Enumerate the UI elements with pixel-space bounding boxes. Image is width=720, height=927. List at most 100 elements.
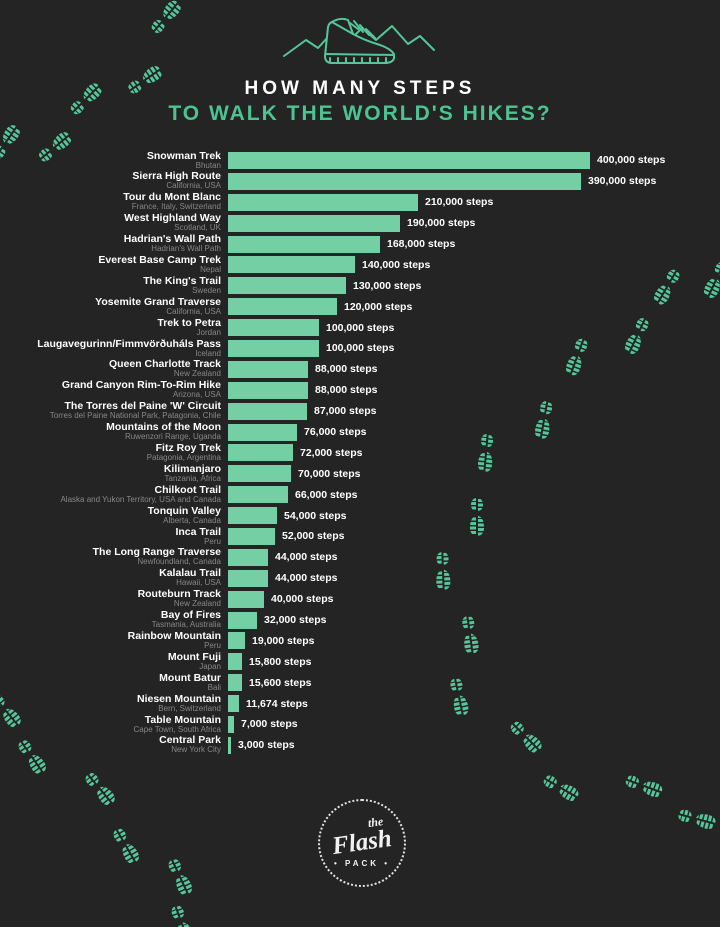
- hike-name: Grand Canyon Rim-To-Rim Hike: [61, 379, 221, 392]
- steps-bar: [228, 611, 257, 629]
- hike-label-column: Queen Charlotte Track New Zealand: [0, 359, 228, 379]
- hike-name: Yosemite Grand Traverse: [95, 295, 221, 308]
- hike-location: Hawaii, USA: [176, 578, 221, 588]
- table-row: Chilkoot Trail Alaska and Yukon Territor…: [0, 484, 720, 505]
- hike-name: Kalalau Trail: [159, 567, 221, 580]
- hike-name: Mount Fuji: [167, 650, 221, 663]
- hike-label-column: The Torres del Paine 'W' Circuit Torres …: [0, 401, 228, 421]
- steps-value-label: 120,000 steps: [344, 300, 413, 313]
- hike-location: California, USA: [166, 181, 221, 191]
- hike-location: New Zealand: [173, 369, 221, 379]
- hike-name: Tour du Mont Blanc: [123, 191, 221, 204]
- hike-name: Snowman Trek: [146, 149, 221, 162]
- hike-label-column: Mount Batur Bali: [0, 671, 228, 693]
- hike-location: Jordan: [196, 327, 221, 337]
- steps-value-label: 76,000 steps: [304, 426, 367, 439]
- table-row: The King's Trail Sweden 130,000 steps: [0, 275, 720, 296]
- steps-value-label: 100,000 steps: [326, 342, 395, 355]
- steps-value-label: 87,000 steps: [314, 405, 377, 418]
- hike-name: Hadrian's Wall Path: [123, 233, 221, 246]
- hike-location: Tasmania, Australia: [151, 620, 221, 630]
- steps-bar: [228, 590, 264, 608]
- logo-word-flash: Flash: [330, 824, 394, 861]
- steps-value-label: 44,000 steps: [275, 572, 338, 585]
- table-row: The Torres del Paine 'W' Circuit Torres …: [0, 401, 720, 422]
- steps-value-label: 70,000 steps: [298, 467, 361, 480]
- hike-location: Sweden: [192, 285, 221, 295]
- steps-bar: [228, 674, 242, 692]
- steps-bar: [228, 172, 581, 190]
- steps-value-label: 11,674 steps: [246, 697, 308, 710]
- hike-location: New York City: [171, 745, 221, 755]
- hike-name: Inca Trail: [175, 525, 221, 538]
- steps-bar: [228, 402, 307, 420]
- steps-value-label: 15,600 steps: [249, 676, 312, 689]
- hike-name: Rainbow Mountain: [127, 630, 221, 643]
- hike-label-column: Kalalau Trail Hawaii, USA: [0, 568, 228, 588]
- hike-name: Queen Charlotte Track: [108, 358, 221, 371]
- steps-value-label: 168,000 steps: [387, 238, 456, 250]
- hike-location: Nepal: [200, 265, 221, 274]
- steps-bar: [228, 339, 319, 357]
- hike-name: The Long Range Traverse: [92, 546, 221, 559]
- hike-label-column: Kilimanjaro Tanzania, Africa: [0, 463, 228, 484]
- steps-value-label: 40,000 steps: [271, 593, 334, 606]
- hike-label-column: Grand Canyon Rim-To-Rim Hike Arizona, US…: [0, 380, 228, 400]
- hike-label-column: Fitz Roy Trek Patagonia, Argentina: [0, 442, 228, 463]
- table-row: Tour du Mont Blanc France, Italy, Switze…: [0, 192, 720, 213]
- steps-bar: [228, 256, 355, 274]
- hike-name: Mount Batur: [159, 671, 221, 684]
- steps-bar: [228, 298, 337, 316]
- hike-label-column: Trek to Petra Jordan: [0, 316, 228, 338]
- steps-value-label: 190,000 steps: [407, 217, 476, 230]
- flash-pack-logo: the Flash • PACK •: [318, 799, 406, 887]
- table-row: The Long Range Traverse Newfoundland, Ca…: [0, 547, 720, 568]
- table-row: Trek to Petra Jordan 100,000 steps: [0, 317, 720, 338]
- table-row: Bay of Fires Tasmania, Australia 32,000 …: [0, 610, 720, 631]
- table-row: Kalalau Trail Hawaii, USA 44,000 steps: [0, 568, 720, 589]
- hike-name: Tonquin Valley: [147, 504, 221, 517]
- hike-name: Everest Base Camp Trek: [98, 253, 221, 266]
- hike-location: Arizona, USA: [172, 390, 221, 400]
- hike-location: Peru: [204, 536, 221, 546]
- steps-value-label: 390,000 steps: [588, 175, 657, 188]
- hike-label-column: Hadrian's Wall Path Hadrian's Wall Path: [0, 234, 228, 254]
- steps-bar: [228, 632, 245, 650]
- hike-label-column: The Long Range Traverse Newfoundland, Ca…: [0, 547, 228, 567]
- hike-label-column: Table Mountain Cape Town, South Africa: [0, 713, 228, 735]
- hike-name: West Highland Way: [124, 212, 221, 225]
- steps-bar: [228, 569, 268, 587]
- table-row: Mount Fuji Japan 15,800 steps: [0, 651, 720, 672]
- steps-value-label: 54,000 steps: [284, 509, 347, 522]
- steps-value-label: 19,000 steps: [252, 634, 315, 647]
- page-title: HOW MANY STEPS: [244, 78, 476, 99]
- hike-location: Peru: [204, 641, 221, 651]
- steps-value-label: 15,800 steps: [249, 655, 312, 668]
- steps-bar: [228, 444, 293, 462]
- hike-label-column: Tour du Mont Blanc France, Italy, Switze…: [0, 192, 228, 212]
- hike-label-column: Laugavegurinn/Fimmvörðuháls Pass Iceland: [0, 337, 228, 359]
- table-row: Table Mountain Cape Town, South Africa 7…: [0, 714, 720, 735]
- table-row: Kilimanjaro Tanzania, Africa 70,000 step…: [0, 463, 720, 484]
- steps-bar: [228, 214, 400, 232]
- steps-bar: [228, 193, 418, 211]
- hike-location: Bern, Switzerland: [158, 703, 221, 713]
- table-row: Everest Base Camp Trek Nepal 140,000 ste…: [0, 254, 720, 275]
- steps-value-label: 72,000 steps: [300, 446, 363, 459]
- hike-name: Trek to Petra: [157, 316, 221, 329]
- hike-location: Japan: [199, 661, 221, 671]
- hike-name: Table Mountain: [144, 713, 221, 726]
- hike-location: France, Italy, Switzerland: [131, 202, 221, 212]
- hike-location: Torres del Paine National Park, Patagoni…: [49, 411, 221, 421]
- table-row: Fitz Roy Trek Patagonia, Argentina 72,00…: [0, 442, 720, 463]
- hike-name: Laugavegurinn/Fimmvörðuháls Pass: [37, 337, 221, 350]
- table-row: Mount Batur Bali 15,600 steps: [0, 672, 720, 693]
- steps-bar: [228, 527, 275, 545]
- hike-location: New Zealand: [173, 599, 221, 609]
- hike-location: Iceland: [195, 348, 221, 358]
- hike-location: Cape Town, South Africa: [133, 724, 221, 734]
- steps-value-label: 3,000 steps: [238, 739, 295, 752]
- table-row: Queen Charlotte Track New Zealand 88,000…: [0, 359, 720, 380]
- table-row: Niesen Mountain Bern, Switzerland 11,674…: [0, 693, 720, 714]
- steps-value-label: 130,000 steps: [353, 279, 422, 292]
